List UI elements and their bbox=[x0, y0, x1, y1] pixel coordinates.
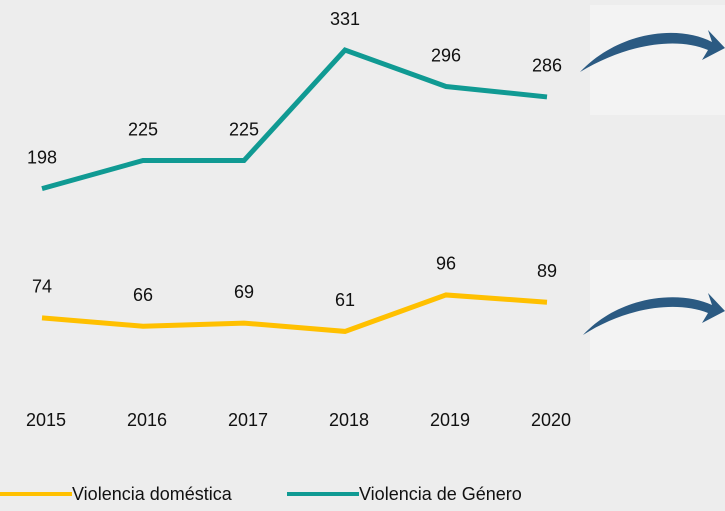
x-tick-label: 2015 bbox=[26, 410, 66, 430]
x-tick-label: 2018 bbox=[329, 410, 369, 430]
x-tick-label: 2017 bbox=[228, 410, 268, 430]
data-label: 286 bbox=[532, 56, 562, 76]
data-label: 225 bbox=[229, 119, 259, 139]
data-label: 89 bbox=[537, 261, 557, 281]
data-label: 198 bbox=[27, 147, 57, 167]
x-tick-label: 2020 bbox=[531, 410, 571, 430]
legend-label: Violencia de Género bbox=[359, 484, 522, 504]
data-label: 66 bbox=[133, 285, 153, 305]
arrow-top bbox=[580, 5, 725, 115]
arrow-bottom bbox=[583, 260, 725, 370]
data-label: 61 bbox=[335, 290, 355, 310]
data-label: 331 bbox=[330, 9, 360, 29]
x-tick-label: 2016 bbox=[127, 410, 167, 430]
data-label: 96 bbox=[436, 254, 456, 274]
line bbox=[41, 47, 548, 192]
line bbox=[41, 292, 548, 334]
x-tick-label: 2019 bbox=[430, 410, 470, 430]
data-label: 69 bbox=[234, 282, 254, 302]
data-label: 74 bbox=[32, 277, 52, 297]
legend-label: Violencia doméstica bbox=[72, 484, 233, 504]
data-label: 225 bbox=[128, 119, 158, 139]
data-label: 296 bbox=[431, 45, 461, 65]
